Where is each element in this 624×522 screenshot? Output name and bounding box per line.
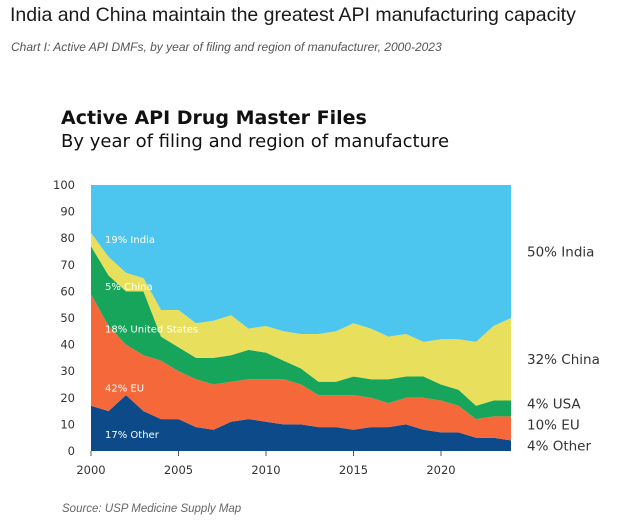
end-label-india: 50% India [527,245,594,261]
x-tick-label: 2015 [339,463,368,477]
source-note: Source: USP Medicine Supply Map [62,503,242,515]
area-china [91,232,511,406]
end-label-usa: 4% USA [527,397,581,413]
start-label-other: 17% Other [105,430,160,441]
y-tick-label: 90 [60,205,75,219]
start-label-china: 5% China [105,282,153,293]
y-tick-label: 70 [60,258,75,272]
x-tick-label: 2010 [251,463,280,477]
x-tick-label: 2000 [76,463,105,477]
area-layers [91,185,511,451]
y-tick-label: 40 [60,338,75,352]
y-axis: 0 10 20 30 40 50 60 70 80 90 100 [53,178,75,458]
end-label-china: 32% China [527,352,600,368]
end-label-other: 4% Other [527,439,591,455]
area-india [91,185,511,342]
start-label-usa: 18% United States [105,324,198,335]
y-tick-label: 100 [53,178,75,192]
area-usa [91,246,511,420]
start-label-india: 19% India [105,235,155,246]
area-other [91,395,511,451]
chart-title: Active API Drug Master Files [61,107,367,129]
y-tick-label: 20 [60,391,75,405]
area-eu [91,294,511,441]
y-tick-label: 10 [60,417,75,431]
end-label-eu: 10% EU [527,418,580,434]
start-label-eu: 42% EU [105,384,144,395]
x-tick-label: 2005 [164,463,193,477]
y-tick-label: 80 [60,231,75,245]
chart-caption: Chart I: Active API DMFs, by year of fil… [11,40,442,54]
chart-subtitle: By year of filing and region of manufact… [61,131,449,152]
page-title: India and China maintain the greatest AP… [10,4,576,26]
y-tick-label: 30 [60,364,75,378]
end-labels: 4% Other 10% EU 4% USA 32% China 50% India [527,245,600,455]
x-axis: 2000 2005 2010 2015 2020 [76,451,456,477]
stacked-area-chart: Active API Drug Master Files By year of … [53,107,600,477]
start-labels: 17% Other 42% EU 18% United States 5% China… [105,235,198,441]
y-tick-label: 50 [60,311,75,325]
y-tick-label: 0 [68,444,75,458]
y-tick-label: 60 [60,284,75,298]
x-tick-label: 2020 [426,463,455,477]
